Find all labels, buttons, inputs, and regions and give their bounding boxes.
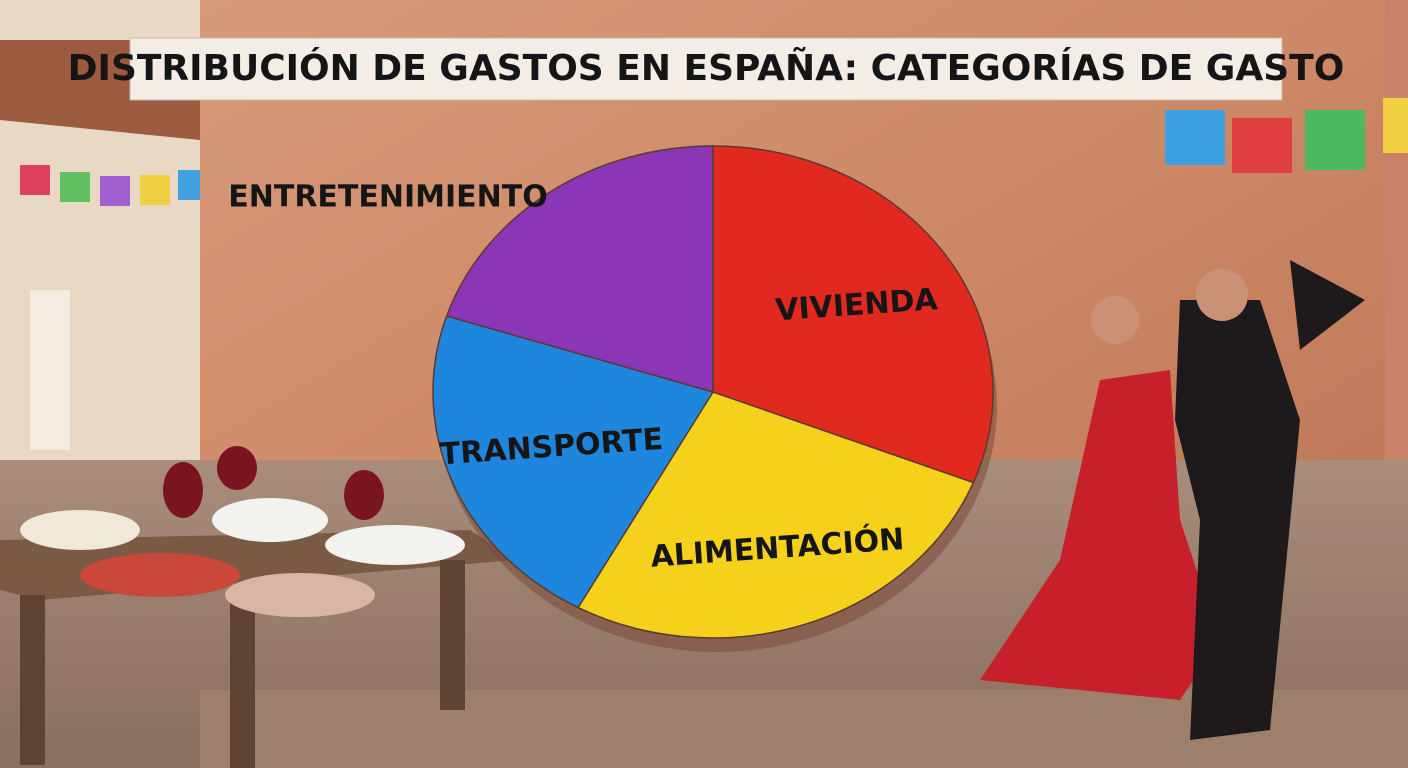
chart-title: DISTRIBUCIÓN DE GASTOS EN ESPAÑA: CATEGO…	[68, 47, 1345, 89]
bunting	[20, 98, 1408, 206]
column	[30, 290, 70, 450]
slice-label: ENTRETENIMIENTO	[228, 180, 547, 215]
pie: VIVIENDAALIMENTACIÓNTRANSPORTEENTRETENIM…	[228, 145, 997, 652]
tapas-table	[0, 446, 515, 768]
pie-slice	[577, 391, 975, 639]
title-banner	[129, 37, 1283, 101]
flamenco-dancers	[980, 260, 1365, 740]
pie-slice	[712, 145, 994, 484]
pie-slice	[432, 315, 715, 609]
pie-slice	[445, 145, 714, 393]
